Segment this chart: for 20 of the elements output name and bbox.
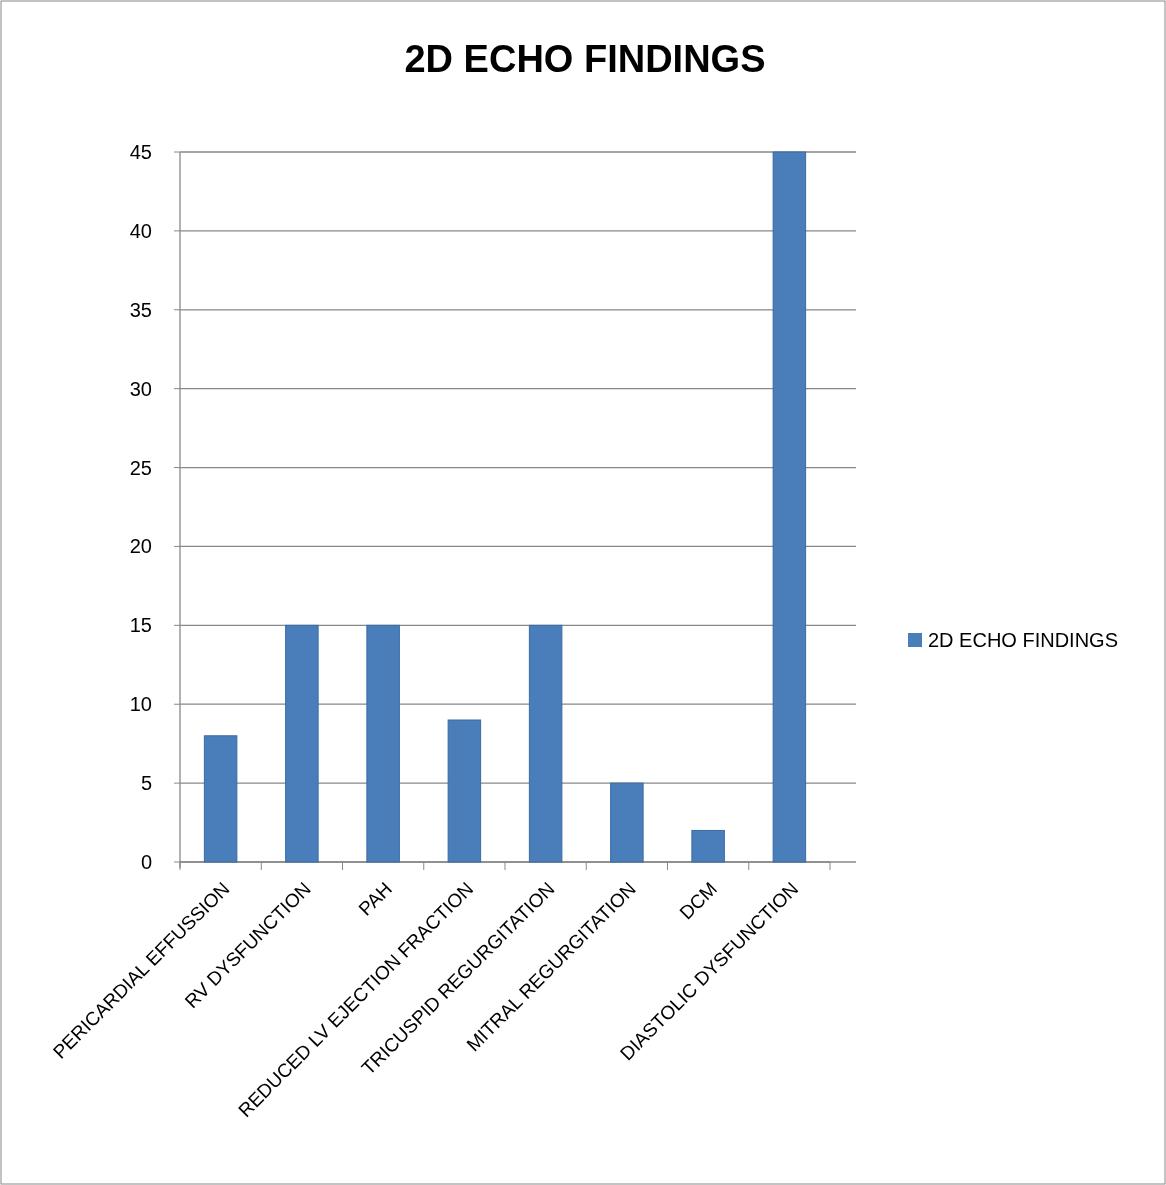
y-tick-label: 40 [129,219,152,242]
chart-title: 2D ECHO FINDINGS [404,38,766,80]
y-tick-label: 0 [140,851,152,873]
bar [610,782,644,863]
bar [366,624,400,863]
bar [691,829,725,863]
y-tick-label: 25 [129,456,152,479]
bar [772,151,807,863]
bar [285,624,319,863]
y-tick-label: 20 [129,535,152,558]
legend-label: 2D ECHO FINDINGS [928,629,1119,651]
bar [203,735,238,863]
y-tick-label: 15 [129,614,152,637]
y-tick-label: 35 [129,298,152,321]
y-tick-label: 30 [129,377,152,400]
y-tick-label: 45 [129,141,152,163]
bar [528,624,563,863]
bar [447,719,482,863]
y-tick-label: 10 [129,693,152,716]
y-tick-label: 5 [140,772,152,795]
